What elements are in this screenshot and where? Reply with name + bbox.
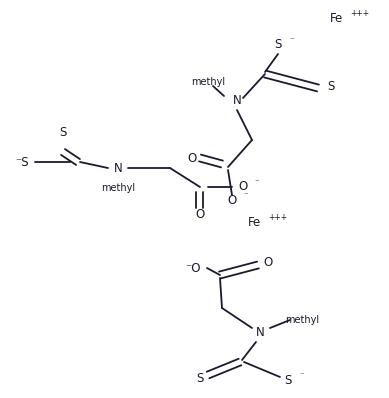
Text: ⁻S: ⁻S [15, 156, 29, 168]
Text: methyl: methyl [101, 183, 135, 193]
Text: O: O [238, 181, 248, 193]
Text: N: N [256, 326, 265, 339]
Text: S: S [59, 127, 67, 140]
Text: O: O [228, 193, 237, 207]
Text: N: N [233, 94, 242, 107]
Text: +++: +++ [350, 10, 369, 18]
Text: O: O [195, 209, 205, 222]
Text: ⁻: ⁻ [243, 191, 248, 201]
Text: S: S [274, 39, 282, 51]
Text: ⁻O: ⁻O [185, 261, 201, 275]
Text: Fe: Fe [330, 12, 343, 25]
Text: ⁻: ⁻ [289, 37, 294, 45]
Text: methyl: methyl [285, 315, 319, 325]
Text: S: S [196, 371, 204, 384]
Text: ⁻: ⁻ [254, 178, 259, 187]
Text: S: S [327, 80, 335, 94]
Text: +++: +++ [268, 213, 287, 222]
Text: ⁻: ⁻ [299, 371, 304, 380]
Text: O: O [187, 152, 196, 164]
Text: Fe: Fe [248, 215, 261, 228]
Text: O: O [263, 256, 273, 269]
Text: methyl: methyl [191, 77, 225, 87]
Text: S: S [284, 373, 292, 386]
Text: N: N [114, 162, 123, 174]
